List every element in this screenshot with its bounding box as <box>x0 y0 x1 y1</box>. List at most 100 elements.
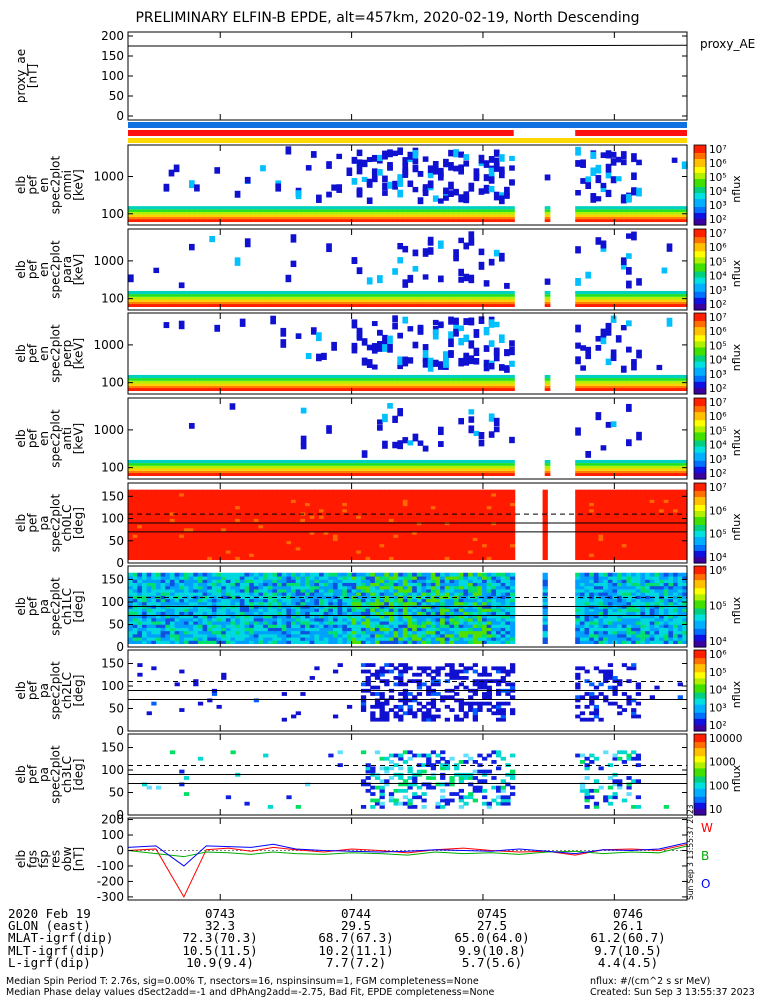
spec-cell <box>398 502 404 507</box>
spec-cell <box>651 470 658 474</box>
spec-cell <box>211 496 218 500</box>
colorbar-swatch <box>694 412 706 415</box>
spec-cell <box>230 549 236 554</box>
spec-cell <box>610 301 617 305</box>
spec-cell <box>397 468 404 471</box>
spec-cell <box>356 380 363 384</box>
spec-cell <box>305 301 312 305</box>
spec-cell <box>509 211 515 215</box>
spec-cell <box>342 527 348 532</box>
colorbar-swatch <box>694 181 706 184</box>
spec-cell <box>377 385 383 389</box>
spec-cell <box>631 385 637 389</box>
spec-cell <box>321 473 327 477</box>
spec-cell <box>341 219 348 223</box>
spec-cell <box>426 515 432 519</box>
spec-cell <box>234 459 241 464</box>
spec-cell <box>412 380 419 384</box>
spec-cell <box>351 496 357 500</box>
spec-cell <box>458 374 464 379</box>
spec-cell <box>158 374 165 379</box>
spec-cell <box>580 296 586 300</box>
spec-cell <box>626 374 632 379</box>
spec-cell <box>656 219 663 223</box>
spec-cell <box>153 463 160 466</box>
spec-cell <box>314 527 320 532</box>
spec-cell <box>636 388 642 392</box>
spec-cell <box>382 290 388 295</box>
spec-cell <box>146 543 152 548</box>
spec-cell <box>351 492 357 497</box>
colorbar-swatch <box>694 313 706 316</box>
spec-cell <box>141 502 148 507</box>
ytick-label: 100 <box>101 292 124 306</box>
spec-cell <box>486 546 492 551</box>
spec-cell <box>351 543 357 548</box>
spec-cell <box>356 294 363 297</box>
spec-cell <box>509 180 515 186</box>
spec-cell <box>128 385 134 389</box>
spec-cell <box>402 463 409 466</box>
colorbar-swatch <box>694 283 706 287</box>
spec-cell <box>500 556 506 561</box>
spec-cell <box>458 216 464 220</box>
spec-cell <box>656 383 663 386</box>
spec-cell <box>277 515 283 519</box>
spec-cell <box>468 515 474 519</box>
spec-cell <box>366 209 373 212</box>
spec-cell <box>202 546 208 551</box>
spec-cell <box>421 492 427 497</box>
spec-cell <box>636 304 642 308</box>
spec-cell <box>300 540 306 545</box>
spec-cell <box>204 385 210 389</box>
spec-cell <box>285 206 292 210</box>
spec-cell <box>397 440 404 450</box>
spec-cell <box>493 149 500 157</box>
spec-cell <box>370 505 376 510</box>
spec-cell <box>199 470 205 474</box>
spec-cell <box>179 499 185 503</box>
spec-cell <box>280 206 287 210</box>
spec-cell <box>346 508 353 513</box>
spec-cell <box>463 540 469 545</box>
spec-cell <box>453 211 459 215</box>
spec-cell <box>295 505 301 510</box>
spec-cell <box>328 546 334 551</box>
spec-cell <box>453 149 459 158</box>
spec-cell <box>432 209 439 212</box>
spec-cell <box>491 489 497 494</box>
spec-cell <box>482 518 488 522</box>
spec-cell <box>202 518 208 522</box>
spec-cell <box>351 459 358 464</box>
colorbar-swatch <box>694 343 706 346</box>
spec-cell <box>379 518 385 522</box>
spec-cell <box>285 211 292 215</box>
spec-cell <box>432 465 439 469</box>
spec-cell <box>417 211 424 215</box>
colorbar-swatch <box>694 472 706 476</box>
spec-cell <box>160 524 166 529</box>
spec-cell <box>366 385 373 389</box>
spec-cell <box>509 301 515 305</box>
spec-cell <box>318 527 325 532</box>
spec-cell <box>443 304 449 308</box>
spec-cell <box>646 459 653 464</box>
spec-cell <box>615 219 622 223</box>
spec-cell <box>478 301 485 305</box>
spec-cell <box>295 556 301 561</box>
spec-cell <box>346 374 353 379</box>
spec-cell <box>275 211 282 215</box>
spec-cell <box>676 304 683 308</box>
spec-cell <box>174 499 180 503</box>
spec-cell <box>421 502 427 507</box>
spec-cell <box>365 527 371 532</box>
spec-cell <box>331 383 337 386</box>
spec-cell <box>239 374 246 379</box>
spec-cell <box>458 151 464 158</box>
colorbar-swatch <box>694 404 706 407</box>
spec-cell <box>168 169 175 177</box>
spec-cell <box>178 219 185 223</box>
spec-cell <box>253 489 260 494</box>
spec-cell <box>332 553 339 557</box>
